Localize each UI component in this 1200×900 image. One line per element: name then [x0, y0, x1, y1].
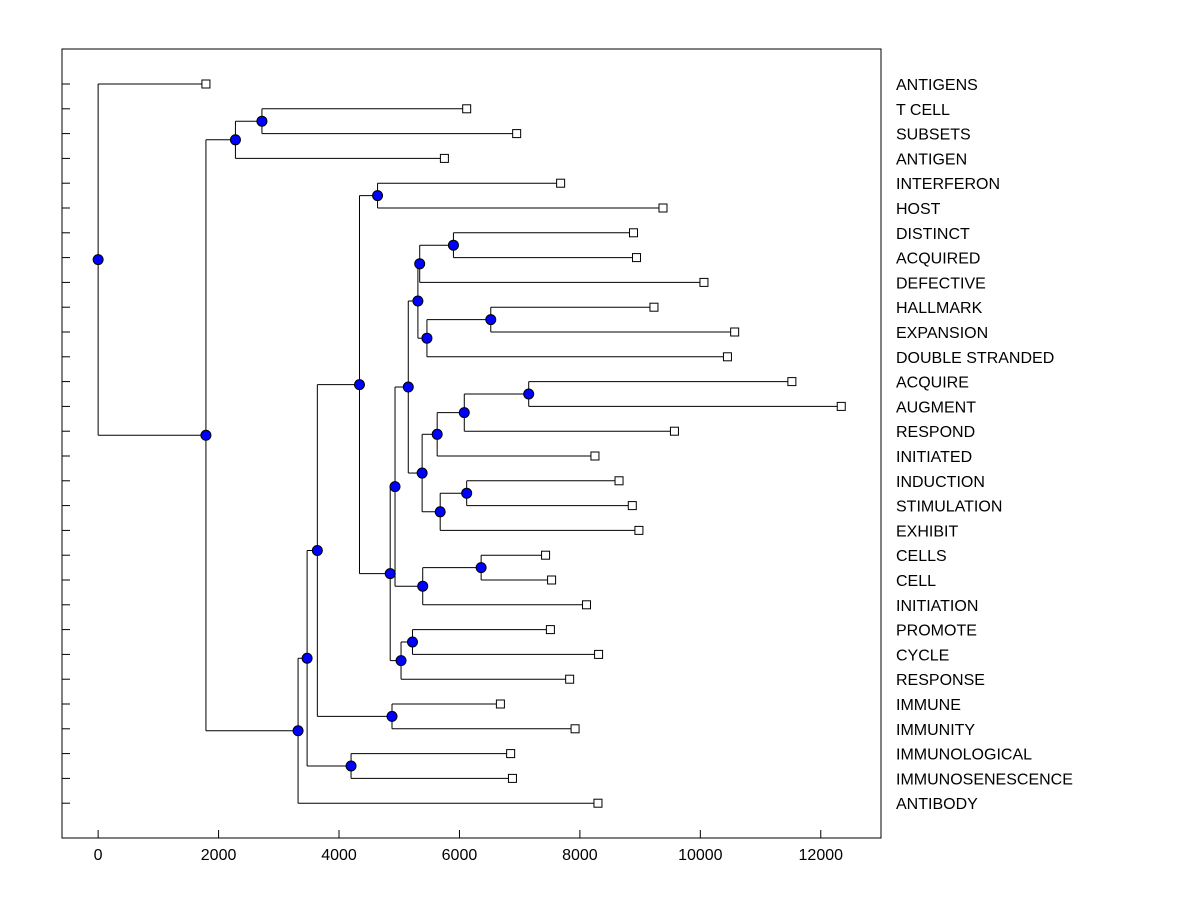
merge-node-n25	[345, 760, 357, 772]
merge-node-n13	[434, 506, 446, 518]
merge-node-n3	[372, 190, 384, 202]
leaf-label-distinct: DISTINCT	[896, 226, 970, 243]
leaf-label-induction: INDUCTION	[896, 474, 985, 491]
merge-node-n17	[417, 580, 429, 592]
leaf-marker-cycle	[594, 649, 604, 659]
leaf-marker-immunosenescence	[507, 773, 517, 783]
x-tick-label: 0	[94, 847, 103, 864]
leaf-label-promote: PROMOTE	[896, 623, 977, 640]
merge-node-n8	[412, 295, 424, 307]
leaf-marker-antigen	[439, 153, 449, 163]
leaf-marker-respond	[669, 426, 679, 436]
leaf-marker-double-stranded	[722, 352, 732, 362]
leaf-label-cell: CELL	[896, 573, 936, 590]
leaf-label-exhibit: EXHIBIT	[896, 523, 958, 540]
leaf-marker-cells	[541, 550, 551, 560]
leaf-marker-promote	[545, 625, 555, 635]
leaf-marker-expansion	[730, 327, 740, 337]
merge-node-n7	[421, 332, 433, 344]
x-tick-label: 10000	[678, 847, 723, 864]
leaf-label-interferon: INTERFERON	[896, 176, 1000, 193]
merge-node-n9	[523, 388, 535, 400]
leaf-label-respond: RESPOND	[896, 424, 975, 441]
merge-node-n26	[301, 652, 313, 664]
merge-node-n20	[395, 655, 407, 667]
leaf-label-double-stranded: DOUBLE STRANDED	[896, 350, 1054, 367]
merge-node-n29	[92, 254, 104, 266]
leaf-label-immune: IMMUNE	[896, 697, 961, 714]
leaf-label-expansion: EXPANSION	[896, 325, 988, 342]
leaf-marker-acquired	[632, 253, 642, 263]
leaf-marker-immune	[495, 699, 505, 709]
leaf-label-subsets: SUBSETS	[896, 127, 971, 144]
merge-node-n24	[311, 545, 323, 557]
leaf-marker-antigens	[201, 79, 211, 89]
merge-node-n27	[292, 725, 304, 737]
leaf-label-antigen: ANTIGEN	[896, 151, 967, 168]
leaf-marker-t-cell	[462, 104, 472, 114]
leaf-marker-augment	[836, 401, 846, 411]
merge-node-n10	[458, 407, 470, 419]
leaf-label-t-cell: T CELL	[896, 102, 950, 119]
leaf-label-cells: CELLS	[896, 548, 947, 565]
leaf-marker-subsets	[512, 129, 522, 139]
leaf-label-antibody: ANTIBODY	[896, 796, 978, 813]
leaf-marker-distinct	[628, 228, 638, 238]
x-tick-label: 4000	[321, 847, 357, 864]
leaf-label-hallmark: HALLMARK	[896, 300, 983, 317]
x-tick-label: 2000	[201, 847, 237, 864]
leaf-label-augment: AUGMENT	[896, 399, 976, 416]
leaf-marker-response	[565, 674, 575, 684]
leaf-marker-antibody	[593, 798, 603, 808]
leaf-marker-defective	[699, 277, 709, 287]
leaf-marker-initiation	[582, 600, 592, 610]
merge-node-n15	[402, 381, 414, 393]
leaf-label-defective: DEFECTIVE	[896, 275, 986, 292]
merge-node-n1	[256, 115, 268, 127]
leaf-marker-interferon	[556, 178, 566, 188]
merge-node-n18	[389, 481, 401, 493]
plot-frame	[61, 48, 882, 839]
merge-node-n23	[386, 710, 398, 722]
leaf-marker-hallmark	[649, 302, 659, 312]
leaf-label-initiated: INITIATED	[896, 449, 972, 466]
leaf-label-immunity: IMMUNITY	[896, 722, 975, 739]
merge-node-n11	[431, 428, 443, 440]
merge-node-n12	[461, 487, 473, 499]
leaf-label-stimulation: STIMULATION	[896, 499, 1002, 516]
x-tick-label: 6000	[442, 847, 478, 864]
merge-node-n19	[406, 636, 418, 648]
leaf-marker-initiated	[590, 451, 600, 461]
merge-node-n22	[353, 379, 365, 391]
leaf-label-initiation: INITIATION	[896, 598, 978, 615]
leaf-label-immunological: IMMUNOLOGICAL	[896, 747, 1032, 764]
merge-node-n2	[229, 134, 241, 146]
leaf-label-response: RESPONSE	[896, 672, 985, 689]
leaf-label-acquired: ACQUIRED	[896, 251, 980, 268]
leaf-marker-stimulation	[627, 501, 637, 511]
leaf-label-acquire: ACQUIRE	[896, 375, 969, 392]
merge-node-n6	[485, 314, 497, 326]
leaf-marker-host	[658, 203, 668, 213]
merge-node-n14	[416, 467, 428, 479]
leaf-marker-acquire	[787, 377, 797, 387]
leaf-marker-induction	[614, 476, 624, 486]
merge-node-n16	[475, 562, 487, 574]
leaf-marker-cell	[547, 575, 557, 585]
x-tick-label: 8000	[562, 847, 598, 864]
leaf-label-antigens: ANTIGENS	[896, 77, 978, 94]
leaf-marker-exhibit	[634, 525, 644, 535]
merge-node-n4	[447, 239, 459, 251]
leaf-label-immunosenescence: IMMUNOSENESCENCE	[896, 771, 1073, 788]
leaf-marker-immunological	[506, 749, 516, 759]
leaf-label-host: HOST	[896, 201, 941, 218]
merge-node-n28	[200, 429, 212, 441]
leaf-marker-immunity	[570, 724, 580, 734]
merge-node-n21	[384, 568, 396, 580]
merge-node-n5	[414, 258, 426, 270]
x-tick-label: 12000	[799, 847, 844, 864]
leaf-label-cycle: CYCLE	[896, 647, 949, 664]
